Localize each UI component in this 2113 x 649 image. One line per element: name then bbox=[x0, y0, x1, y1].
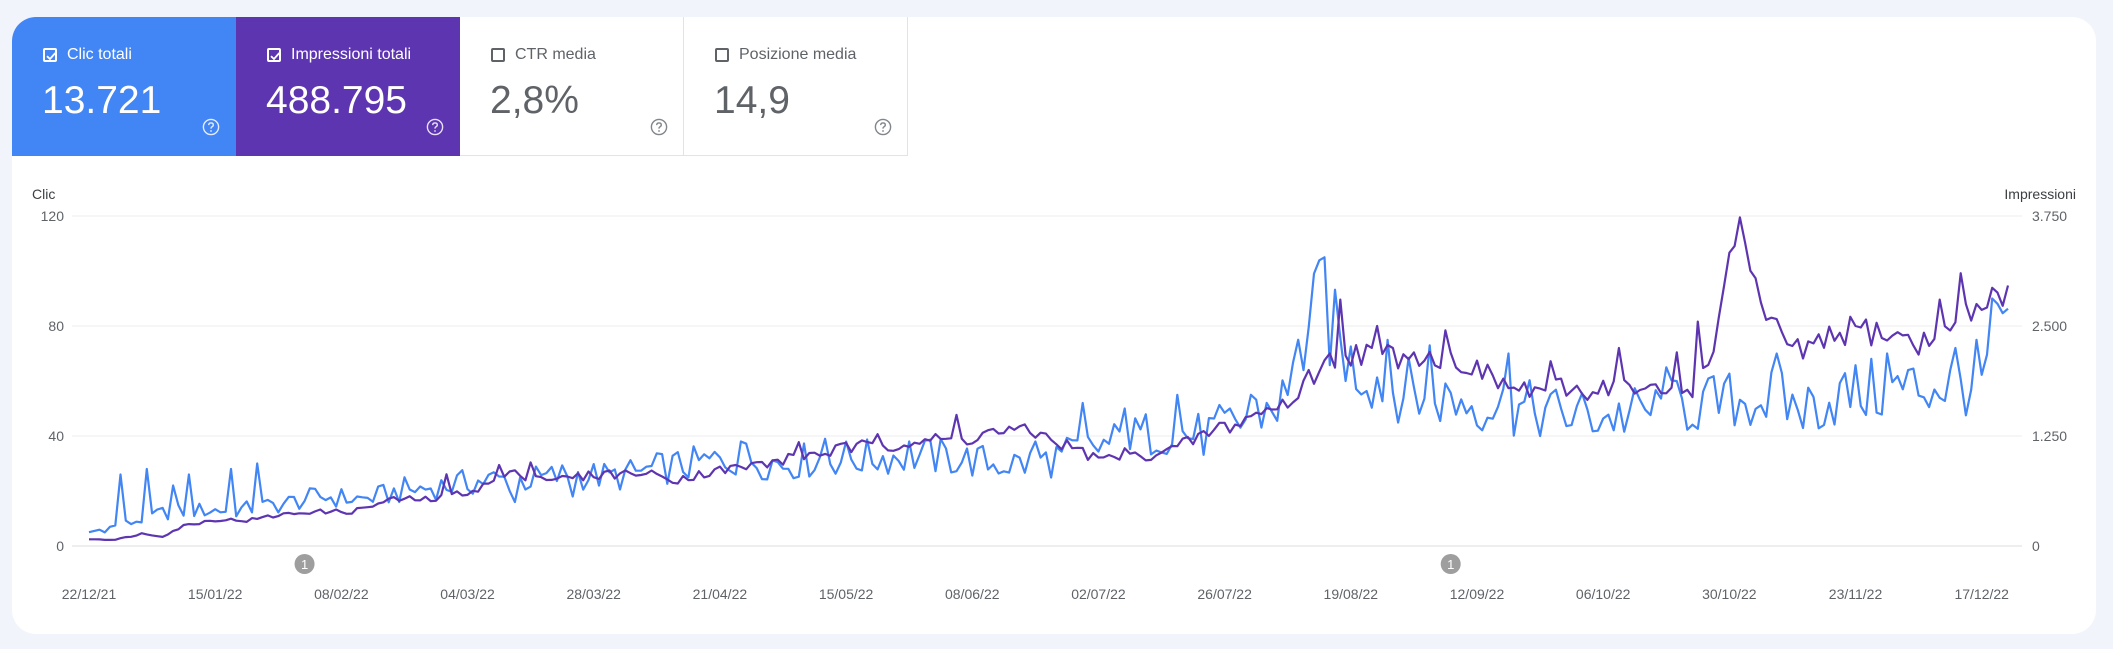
x-tick-label: 19/08/22 bbox=[1324, 586, 1379, 602]
x-tick-label: 28/03/22 bbox=[566, 586, 621, 602]
metric-impressions[interactable]: Impressioni totali 488.795 bbox=[236, 17, 460, 156]
x-tick-label: 12/09/22 bbox=[1450, 586, 1505, 602]
ctr-checkbox[interactable] bbox=[491, 48, 505, 62]
help-icon[interactable] bbox=[650, 118, 668, 136]
x-tick-label: 02/07/22 bbox=[1071, 586, 1126, 602]
performance-chart[interactable]: Clic Impressioni 120 80 40 0 3.750 2.500 1.25… bbox=[12, 17, 2096, 634]
metric-label: Impressioni totali bbox=[291, 46, 412, 63]
metric-value: 2,8% bbox=[490, 79, 579, 122]
metric-label: CTR media bbox=[515, 46, 596, 63]
annotation-label: 1 bbox=[1447, 557, 1454, 572]
performance-card: Clic totali 13.721 Impressioni totali 48… bbox=[12, 17, 2096, 634]
check-icon bbox=[270, 52, 280, 61]
metric-value: 13.721 bbox=[42, 79, 162, 122]
metric-ctr[interactable]: CTR media 2,8% bbox=[460, 17, 684, 156]
x-tick-label: 08/02/22 bbox=[314, 586, 369, 602]
x-tick-label: 17/12/22 bbox=[1954, 586, 2009, 602]
metric-value: 488.795 bbox=[266, 79, 407, 122]
right-tick-label: 1.250 bbox=[2032, 428, 2067, 444]
annotation-label: 1 bbox=[301, 557, 308, 572]
series-layer bbox=[88, 216, 2010, 541]
x-tick-label: 22/12/21 bbox=[62, 586, 117, 602]
clicks-series-line bbox=[88, 256, 2009, 534]
metric-position[interactable]: Posizione media 14,9 bbox=[684, 17, 908, 156]
help-icon[interactable] bbox=[874, 118, 892, 136]
left-axis-ticks: 120 80 40 0 bbox=[41, 208, 65, 554]
check-icon bbox=[46, 52, 56, 61]
x-tick-label: 08/06/22 bbox=[945, 586, 1000, 602]
x-tick-label: 04/03/22 bbox=[440, 586, 495, 602]
left-tick-label: 120 bbox=[41, 208, 65, 224]
left-tick-label: 40 bbox=[48, 428, 64, 444]
right-tick-label: 3.750 bbox=[2032, 208, 2067, 224]
left-tick-label: 80 bbox=[48, 318, 64, 334]
right-axis-ticks: 3.750 2.500 1.250 0 bbox=[2032, 208, 2067, 554]
impressions-series-line bbox=[89, 216, 2010, 541]
x-tick-label: 06/10/22 bbox=[1576, 586, 1631, 602]
left-axis-title: Clic bbox=[32, 186, 55, 202]
annotation-marker[interactable] bbox=[294, 554, 315, 574]
x-tick-label: 30/10/22 bbox=[1702, 586, 1757, 602]
help-icon[interactable] bbox=[202, 118, 220, 136]
metric-tabs: Clic totali 13.721 Impressioni totali 48… bbox=[12, 17, 908, 156]
metric-label: Clic totali bbox=[67, 46, 132, 63]
x-tick-label: 26/07/22 bbox=[1197, 586, 1252, 602]
annotation-marker[interactable] bbox=[1440, 554, 1461, 574]
metric-clicks[interactable]: Clic totali 13.721 bbox=[12, 17, 236, 156]
right-tick-label: 0 bbox=[2032, 538, 2040, 554]
clicks-checkbox[interactable] bbox=[43, 48, 57, 62]
x-tick-label: 15/01/22 bbox=[188, 586, 243, 602]
x-tick-label: 15/05/22 bbox=[819, 586, 874, 602]
left-tick-label: 0 bbox=[56, 538, 64, 554]
metric-label: Posizione media bbox=[739, 46, 857, 63]
metric-value: 14,9 bbox=[714, 79, 790, 122]
x-tick-label: 21/04/22 bbox=[693, 586, 748, 602]
right-tick-label: 2.500 bbox=[2032, 318, 2067, 334]
x-tick-label: 23/11/22 bbox=[1829, 586, 1883, 602]
right-axis-title: Impressioni bbox=[2004, 186, 2076, 202]
impressions-checkbox[interactable] bbox=[267, 48, 281, 62]
help-icon[interactable] bbox=[426, 118, 444, 136]
x-axis-ticks: 22/12/21 15/01/22 08/02/22 04/03/22 28/03/22… bbox=[62, 586, 2009, 602]
position-checkbox[interactable] bbox=[715, 48, 729, 62]
